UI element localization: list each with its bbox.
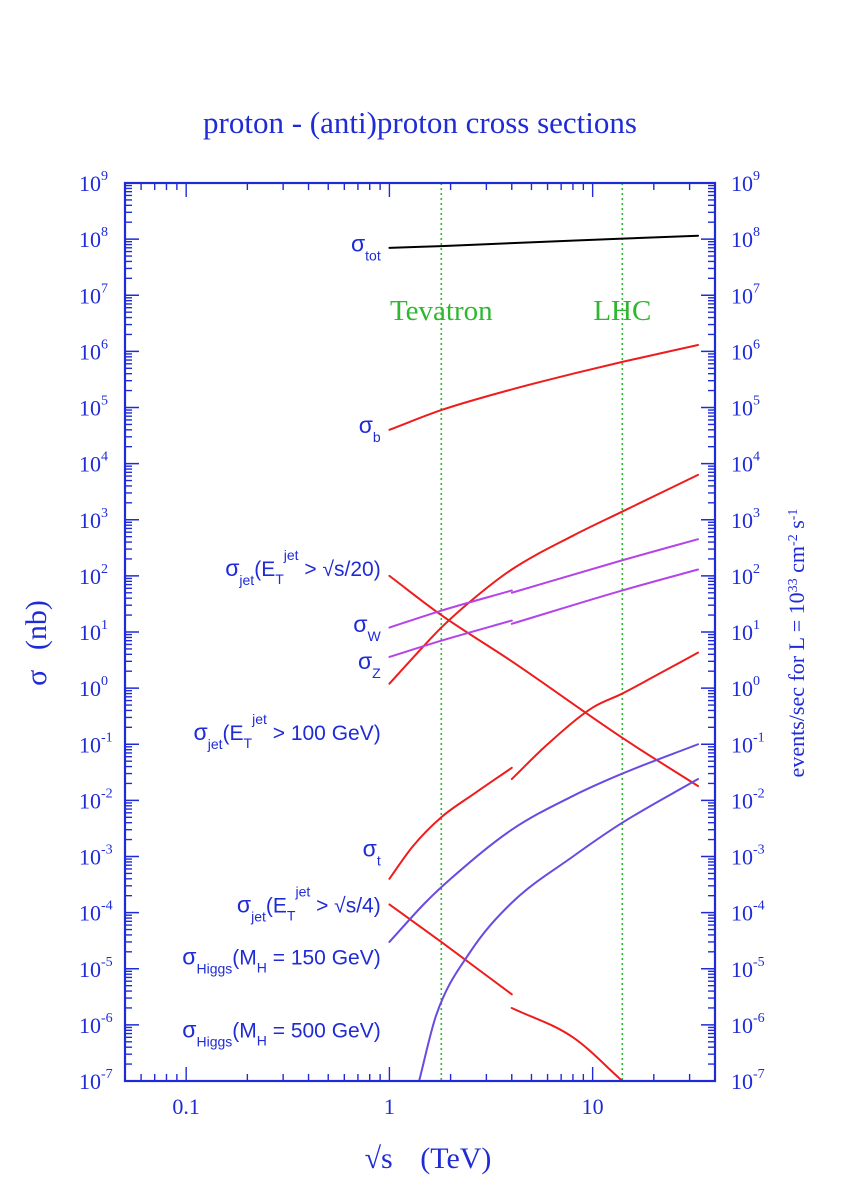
y-tick-label-right: 103 bbox=[731, 506, 760, 533]
y-tick-label-left: 10-2 bbox=[79, 786, 113, 813]
right-axis-label: events/sec for L = 1033 cm-2 s-1 bbox=[784, 509, 809, 778]
right-axis-label-exp1: 33 bbox=[786, 578, 801, 592]
y-tick-label-left: 100 bbox=[79, 674, 108, 701]
series-sigma-w-high bbox=[510, 538, 700, 594]
y-tick-label-right: 10-3 bbox=[731, 843, 765, 870]
y-tick-label-right: 104 bbox=[731, 450, 760, 477]
label-sigma-t: σt bbox=[363, 836, 381, 869]
x-axis-label: √s (TeV) bbox=[365, 1142, 492, 1175]
x-tick-label: 1 bbox=[384, 1094, 395, 1119]
y-tick-label-left: 101 bbox=[79, 618, 108, 645]
y-tick-label-right: 10-4 bbox=[731, 899, 765, 926]
y-axis-label-sigma: σ bbox=[20, 670, 53, 686]
collider-energy-lines: Tevatron LHC bbox=[390, 183, 651, 1081]
label-sigma-jet-100: σjet(ETjet > 100 GeV) bbox=[194, 711, 381, 752]
y-tick-label-right: 10-7 bbox=[731, 1067, 765, 1094]
y-tick-label-right: 10-1 bbox=[731, 730, 765, 757]
vline-label-lhc: LHC bbox=[593, 295, 651, 327]
y-tick-label-right: 10-5 bbox=[731, 955, 765, 982]
y-tick-label-right: 108 bbox=[731, 225, 760, 252]
series-sigma-z-high bbox=[510, 568, 700, 625]
y-tick-label-left: 109 bbox=[79, 169, 108, 196]
series-sigma-t-low bbox=[388, 766, 513, 880]
right-axis-label-s: s bbox=[784, 520, 809, 534]
x-tick-label: 0.1 bbox=[172, 1094, 200, 1119]
y-tick-label-left: 106 bbox=[79, 337, 108, 364]
x-tick-label: 10 bbox=[582, 1094, 604, 1119]
x-axis-label-unit: (TeV) bbox=[420, 1142, 491, 1175]
y-tick-label-left: 10-1 bbox=[79, 730, 113, 757]
series-sigma-t-high bbox=[510, 651, 700, 781]
series-sigma-b bbox=[388, 343, 700, 431]
vline-label-tevatron: Tevatron bbox=[390, 295, 493, 327]
y-tick-label-right: 107 bbox=[731, 281, 760, 308]
y-tick-label-left: 102 bbox=[79, 562, 108, 589]
label-sigma-z: σZ bbox=[358, 648, 381, 681]
label-sigma-jet-s20: σjet(ETjet > √s/20) bbox=[225, 547, 381, 588]
series-sigma-jet-s4-low bbox=[388, 903, 513, 996]
label-sigma-w: σW bbox=[353, 611, 381, 644]
y-axis-label: σ (nb) bbox=[20, 600, 53, 686]
right-axis-label-main: events/sec for L = 10 bbox=[784, 592, 809, 777]
label-sigma-tot: σtot bbox=[351, 231, 381, 264]
series-sigma-jet-100gev bbox=[388, 473, 700, 685]
label-sigma-jet-s4: σjet(ETjet > √s/4) bbox=[237, 884, 381, 925]
y-tick-label-left: 107 bbox=[79, 281, 108, 308]
series-sigma-tot bbox=[388, 234, 700, 249]
axis-ticks bbox=[124, 183, 716, 1082]
tick-labels-layer: 0.1 1 10 10-7 10-7 10-6 10-6 10-5 10-5 10-4 10-4 10… bbox=[79, 169, 765, 1119]
y-tick-label-right: 101 bbox=[731, 618, 760, 645]
right-axis-label-exp3: -1 bbox=[786, 509, 801, 521]
y-tick-label-left: 10-7 bbox=[79, 1067, 113, 1094]
chart-title: proton - (anti)proton cross sections bbox=[203, 105, 637, 140]
y-tick-label-right: 100 bbox=[731, 674, 760, 701]
series-sigma-z-low bbox=[388, 619, 513, 658]
right-axis-label-exp2: -2 bbox=[786, 534, 801, 546]
right-axis-label-cm: cm bbox=[784, 546, 809, 578]
series-sigma-jet-s4-high bbox=[510, 1006, 624, 1082]
y-tick-label-left: 10-5 bbox=[79, 955, 113, 982]
y-tick-label-right: 109 bbox=[731, 169, 760, 196]
y-tick-label-left: 10-4 bbox=[79, 899, 113, 926]
y-tick-label-left: 105 bbox=[79, 394, 108, 421]
y-tick-label-right: 105 bbox=[731, 394, 760, 421]
label-sigma-higgs-500: σHiggs(MH = 500 GeV) bbox=[182, 1016, 380, 1049]
series-sigma-w-low bbox=[388, 589, 513, 629]
x-axis-label-main: √s bbox=[365, 1142, 393, 1175]
label-sigma-b: σb bbox=[359, 412, 381, 445]
series-layer bbox=[388, 234, 700, 1082]
y-tick-label-left: 104 bbox=[79, 450, 108, 477]
curve-labels-layer: σtot σb σjet(ETjet > √s/20) σW σZ σjet(ETjet … bbox=[182, 231, 381, 1050]
series-sigma-higgs-150 bbox=[388, 743, 700, 943]
y-tick-label-right: 106 bbox=[731, 337, 760, 364]
y-tick-label-right: 10-2 bbox=[731, 786, 765, 813]
y-tick-label-left: 10-3 bbox=[79, 843, 113, 870]
y-tick-label-left: 10-6 bbox=[79, 1011, 113, 1038]
ticks-layer bbox=[124, 183, 716, 1082]
y-tick-label-right: 10-6 bbox=[731, 1011, 765, 1038]
y-tick-label-left: 108 bbox=[79, 225, 108, 252]
series-sigma-jet-s20 bbox=[388, 574, 700, 788]
y-axis-label-unit: (nb) bbox=[20, 600, 53, 650]
label-sigma-higgs-150: σHiggs(MH = 150 GeV) bbox=[182, 943, 380, 976]
y-tick-label-left: 103 bbox=[79, 506, 108, 533]
series-sigma-higgs-500 bbox=[418, 778, 700, 1082]
y-tick-label-right: 102 bbox=[731, 562, 760, 589]
